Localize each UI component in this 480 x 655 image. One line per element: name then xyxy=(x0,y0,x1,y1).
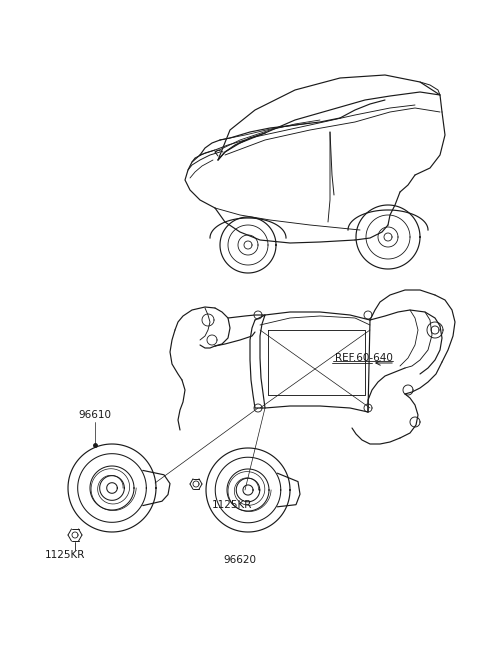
Text: REF.60-640: REF.60-640 xyxy=(335,353,393,363)
Text: 96610: 96610 xyxy=(79,410,111,420)
Text: 1125KR: 1125KR xyxy=(45,550,85,560)
Text: 96620: 96620 xyxy=(224,555,256,565)
Text: 1125KR: 1125KR xyxy=(212,500,252,510)
